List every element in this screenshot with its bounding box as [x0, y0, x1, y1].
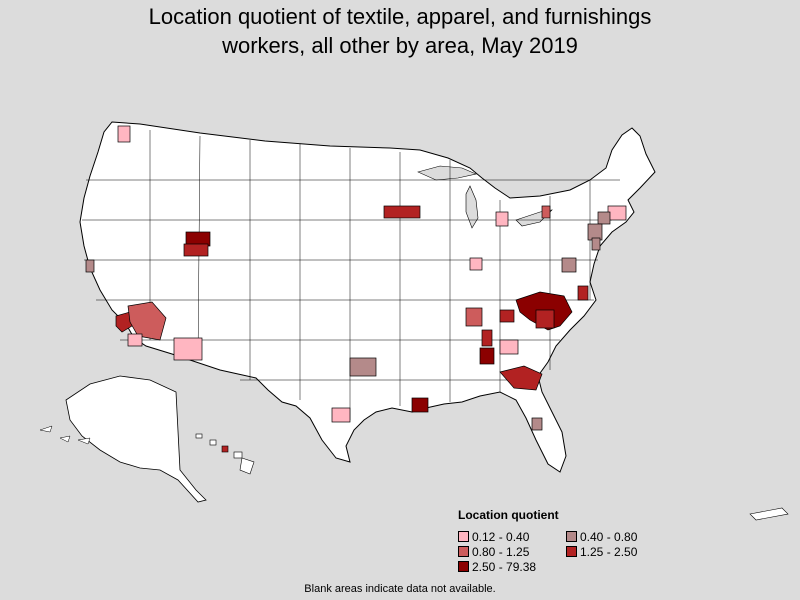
area-salt-lake-south	[183, 243, 209, 257]
area-indiana	[469, 257, 483, 271]
alaska-islands	[39, 425, 91, 445]
area-maryland	[577, 285, 589, 301]
area-minnesota	[383, 205, 421, 219]
area-connecticut	[597, 211, 611, 225]
legend-label: 2.50 - 79.38	[472, 559, 537, 574]
legend-item: 0.40 - 0.80	[566, 529, 686, 544]
legend-label: 0.12 - 0.40	[472, 529, 530, 544]
footnote: Blank areas indicate data not available.	[304, 583, 496, 595]
area-alabama	[481, 329, 493, 347]
area-oklahoma	[349, 357, 377, 377]
legend-swatch	[458, 531, 469, 542]
legend-item: 0.80 - 1.25	[458, 544, 566, 559]
legend-label: 0.40 - 0.80	[580, 529, 638, 544]
area-michigan	[495, 211, 509, 227]
legend-swatch	[458, 546, 469, 557]
title-line-1: Location quotient of textile, apparel, a…	[148, 4, 652, 29]
area-tennessee	[499, 309, 515, 323]
area-louisiana	[411, 397, 429, 413]
legend-item: 1.25 - 2.50	[566, 544, 686, 559]
area-kansas	[465, 307, 483, 327]
area-seattle	[117, 125, 131, 143]
area-texas	[331, 407, 351, 423]
area-upstate-ny	[541, 205, 551, 219]
area-mississippi	[479, 347, 495, 365]
area-wv	[561, 257, 577, 273]
legend-swatch	[566, 531, 577, 542]
legend-swatch	[458, 561, 469, 572]
area-georgia-north	[499, 339, 519, 355]
area-georgia-south	[499, 365, 543, 391]
area-inland-empire	[127, 301, 167, 341]
area-san-francisco	[85, 259, 95, 273]
colored-areas	[85, 125, 627, 431]
legend-title: Location quotient	[458, 508, 559, 522]
area-pennsylvania	[587, 223, 603, 241]
legend-swatch	[566, 546, 577, 557]
legend-item: 2.50 - 79.38	[458, 559, 566, 574]
area-los-angeles	[115, 311, 133, 333]
area-new-jersey	[591, 237, 601, 251]
puerto-rico	[749, 507, 789, 521]
area-florida	[531, 417, 543, 431]
legend: Location quotient 0.12 - 0.40 0.40 - 0.8…	[458, 508, 688, 574]
title-line-2: workers, all other by area, May 2019	[222, 33, 578, 58]
area-carolina	[535, 309, 555, 329]
alaska-outline	[65, 375, 207, 503]
legend-label: 0.80 - 1.25	[472, 544, 530, 559]
lake-michigan	[465, 185, 479, 229]
legend-grid: 0.12 - 0.40 0.40 - 0.80 0.80 - 1.25 1.25…	[458, 529, 688, 574]
area-arizona	[173, 337, 203, 361]
legend-item: 0.12 - 0.40	[458, 529, 566, 544]
map-title: Location quotient of textile, apparel, a…	[0, 2, 800, 60]
legend-label: 1.25 - 2.50	[580, 544, 638, 559]
area-new-england	[607, 205, 627, 221]
hawaii	[195, 433, 255, 475]
area-san-diego	[127, 333, 143, 347]
